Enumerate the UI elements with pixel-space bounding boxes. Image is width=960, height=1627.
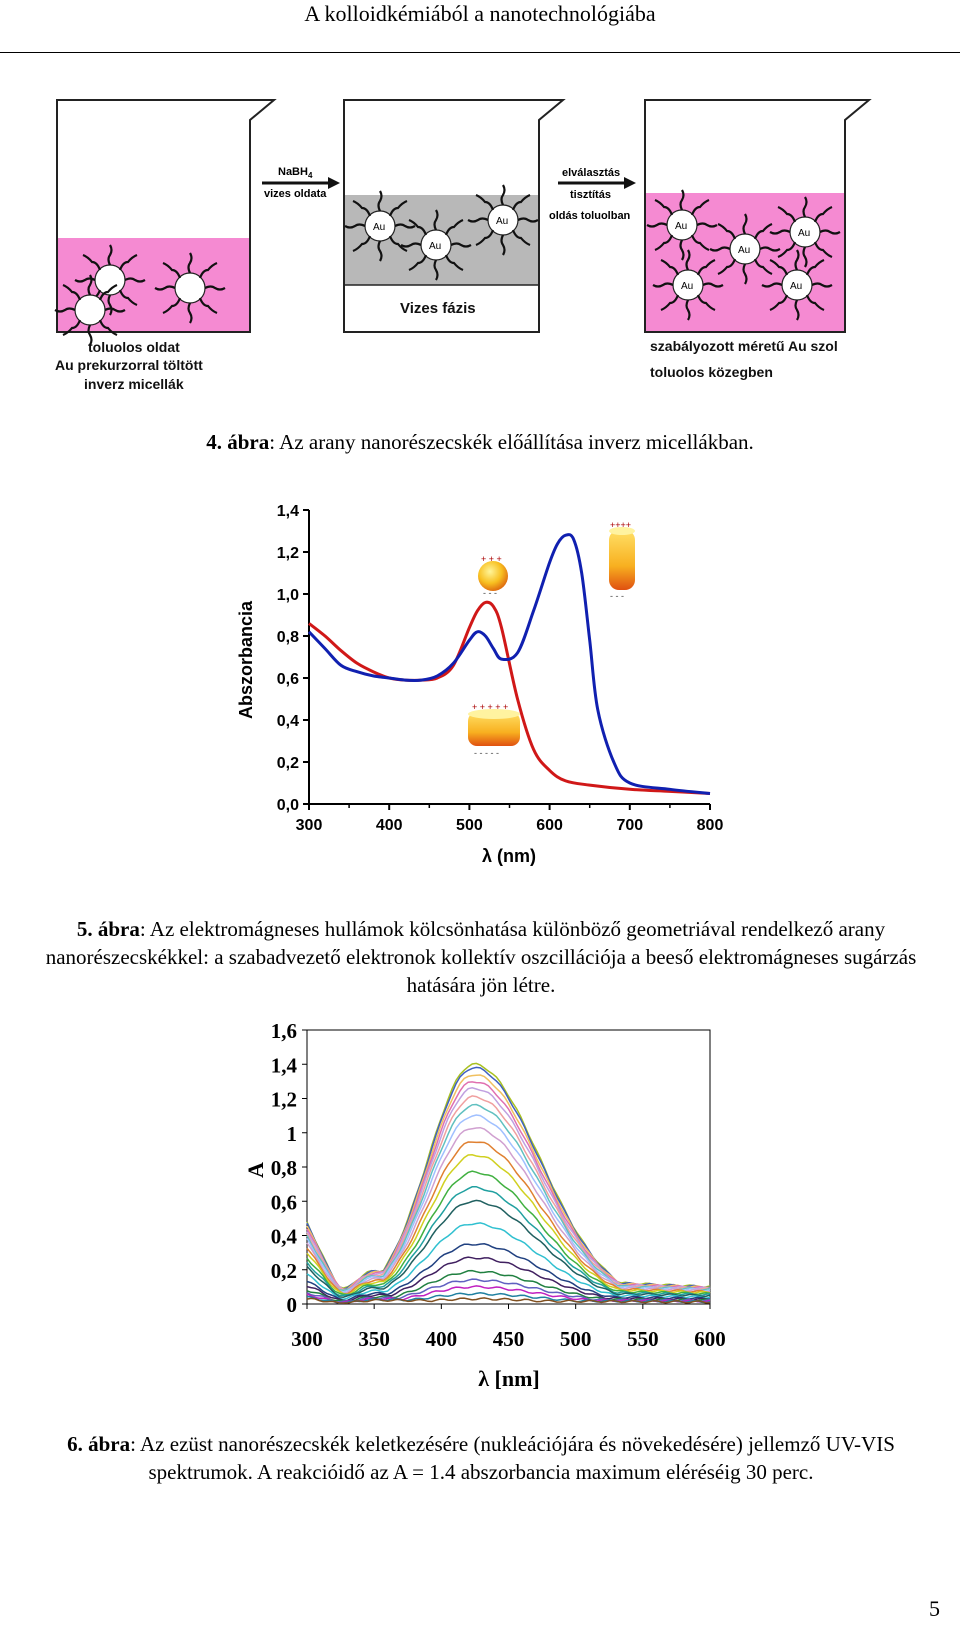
arrow-2: elválasztás tisztítás oldás toluolban bbox=[549, 167, 636, 222]
beaker1-caption-line2: Au prekurzorral töltött bbox=[55, 357, 203, 373]
micelle-label: Au bbox=[496, 216, 508, 227]
y-tick-label: 1,2 bbox=[277, 545, 299, 562]
beaker-3: Au Au Au Au Au bbox=[644, 99, 872, 333]
y-tick-label: 0,2 bbox=[277, 755, 299, 772]
rod-particle-icon: ++++ - - - bbox=[609, 520, 635, 601]
spectrum-line-13 bbox=[306, 1185, 711, 1297]
x-axis-label: λ (nm) bbox=[482, 846, 536, 866]
svg-text:++++: ++++ bbox=[610, 520, 631, 530]
svg-text:oldás toluolban: oldás toluolban bbox=[549, 210, 631, 222]
x-tick-label: 300 bbox=[291, 1327, 323, 1351]
x-tick-label: 300 bbox=[296, 817, 323, 834]
svg-text:- - -: - - - bbox=[483, 588, 497, 598]
aqueous-phase-label: Vizes fázis bbox=[400, 300, 476, 317]
sphere-particle-icon: + + + - - - bbox=[478, 554, 508, 598]
svg-text:NaBH4: NaBH4 bbox=[278, 166, 313, 180]
svg-text:vizes oldata: vizes oldata bbox=[264, 188, 327, 200]
spectrum-line-14 bbox=[306, 1199, 711, 1298]
svg-text:tisztítás: tisztítás bbox=[570, 189, 611, 201]
y-tick-label: 0,4 bbox=[277, 713, 299, 730]
y-tick-label: 1,2 bbox=[271, 1088, 297, 1112]
x-tick-label: 500 bbox=[456, 817, 483, 834]
spectrum-line-15 bbox=[306, 1222, 711, 1301]
figure4-schematic: Au Au Au Vizes fázis Au Au Au Au Au NaBH… bbox=[53, 99, 872, 392]
x-tick-label: 400 bbox=[426, 1327, 458, 1351]
micelle-label: Au bbox=[675, 221, 687, 232]
beaker3-caption-line1: szabályozott méretű Au szol bbox=[650, 338, 838, 354]
header-rule bbox=[0, 52, 960, 53]
x-tick-label: 700 bbox=[616, 817, 643, 834]
micelle-label: Au bbox=[373, 222, 385, 233]
y-tick-label: 1,4 bbox=[277, 503, 299, 520]
svg-text:- - -: - - - bbox=[610, 591, 624, 601]
beaker3-caption-line2: toluolos közegben bbox=[650, 364, 773, 380]
series-line-1 bbox=[308, 600, 711, 795]
spectrum-line-4 bbox=[306, 1081, 711, 1291]
svg-text:elválasztás: elválasztás bbox=[562, 167, 620, 179]
micelle-label: Au bbox=[429, 241, 441, 252]
y-tick-label: 1 bbox=[287, 1122, 298, 1146]
y-tick-label: 0 bbox=[287, 1293, 298, 1317]
y-axis-label: A bbox=[243, 1162, 268, 1178]
running-header: A kolloidkémiából a nanotechnológiába bbox=[304, 1, 656, 26]
micelle-label: Au bbox=[738, 245, 750, 256]
spectrum-line-11 bbox=[306, 1154, 711, 1296]
y-tick-label: 0,6 bbox=[277, 671, 299, 688]
x-tick-label: 450 bbox=[493, 1327, 525, 1351]
y-tick-label: 1,6 bbox=[271, 1019, 297, 1043]
x-tick-label: 400 bbox=[376, 817, 403, 834]
y-tick-label: 0,0 bbox=[277, 797, 299, 814]
spectrum-line-9 bbox=[306, 1126, 711, 1295]
svg-text:+ + +: + + + bbox=[481, 554, 502, 564]
chart-gold-absorbance: 0,0 0,2 0,4 0,6 0,8 1,0 1,2 1,4 300 400 500 600 700 8… bbox=[236, 503, 724, 866]
spectrum-line-22 bbox=[306, 1297, 711, 1304]
spectrum-line-12 bbox=[306, 1170, 711, 1296]
svg-text:- - - - -: - - - - - bbox=[474, 748, 499, 758]
y-tick-label: 0,8 bbox=[277, 629, 299, 646]
y-tick-label: 0,4 bbox=[271, 1225, 298, 1249]
figure5-caption: 5. ábra: Az elektromágneses hullámok köl… bbox=[45, 917, 917, 997]
beaker-2: Au Au Au Vizes fázis bbox=[343, 99, 566, 333]
x-tick-label: 800 bbox=[697, 817, 724, 834]
figure4-caption: 4. ábra: Az arany nanorészecskék előállí… bbox=[206, 430, 754, 454]
y-tick-label: 0,2 bbox=[271, 1259, 297, 1283]
y-tick-label: 1,0 bbox=[277, 587, 299, 604]
spectrum-line-8 bbox=[306, 1114, 711, 1293]
chart-silver-absorbance: 0 0,2 0,4 0,6 0,8 1 1,2 1,4 1,6 300 350 400 450 500 55… bbox=[243, 1019, 726, 1391]
beaker1-caption-line1: toluolos oldat bbox=[88, 339, 180, 355]
micelle-label: Au bbox=[681, 281, 693, 292]
beaker-1 bbox=[53, 99, 277, 347]
arrow-1: NaBH4 vizes oldata bbox=[262, 166, 340, 200]
y-axis-label: Abszorbancia bbox=[236, 600, 256, 719]
svg-text:+ + + + +: + + + + + bbox=[472, 702, 508, 712]
x-tick-label: 350 bbox=[358, 1327, 390, 1351]
y-tick-label: 1,4 bbox=[271, 1053, 298, 1077]
beaker1-caption-line3: inverz micellák bbox=[84, 376, 184, 392]
x-tick-label: 550 bbox=[627, 1327, 659, 1351]
spectrum-line-1 bbox=[306, 1062, 711, 1289]
x-axis-label: λ [nm] bbox=[478, 1366, 540, 1391]
spectrum-line-2 bbox=[306, 1066, 711, 1291]
x-tick-label: 600 bbox=[694, 1327, 726, 1351]
y-tick-label: 0,8 bbox=[271, 1156, 297, 1180]
disk-particle-icon: + + + + + - - - - - bbox=[468, 702, 520, 758]
spectrum-line-6 bbox=[306, 1095, 711, 1291]
page-number: 5 bbox=[929, 1596, 940, 1621]
y-tick-label: 0,6 bbox=[271, 1190, 297, 1214]
x-tick-label: 500 bbox=[560, 1327, 592, 1351]
series-line-2 bbox=[307, 533, 711, 795]
x-tick-label: 600 bbox=[536, 817, 563, 834]
micelle-label: Au bbox=[798, 228, 810, 239]
micelle-label: Au bbox=[790, 281, 802, 292]
spectrum-line-3 bbox=[306, 1074, 711, 1291]
figure6-caption: 6. ábra: Az ezüst nanorészecskék keletke… bbox=[67, 1432, 895, 1484]
